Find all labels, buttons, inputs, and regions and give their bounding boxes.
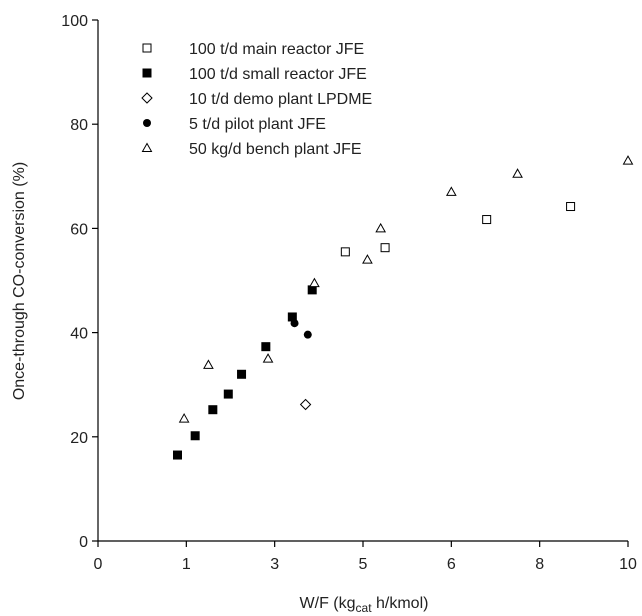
- series-triangle-open: [178, 155, 634, 423]
- y-tick-label: 60: [70, 221, 88, 238]
- data-point: [375, 222, 387, 233]
- data-point: [622, 155, 634, 165]
- series-square-open: [340, 202, 576, 257]
- y-tick-label: 100: [61, 13, 88, 30]
- data-point: [208, 405, 218, 415]
- data-point: [299, 398, 312, 411]
- data-point: [173, 450, 182, 460]
- y-tick-label: 20: [70, 430, 88, 447]
- y-tick-label: 40: [70, 326, 88, 343]
- legend-label: 100 t/d main reactor JFE: [189, 41, 364, 58]
- x-tick-label: 0: [94, 556, 103, 573]
- legend-entry: 100 t/d main reactor JFE: [142, 41, 364, 58]
- legend-marker: [142, 43, 152, 53]
- y-axis-label: Once-through CO-conversion (%): [11, 162, 28, 400]
- x-axis-label-units: h/kmol): [372, 595, 429, 612]
- x-tick-label: 8: [535, 556, 544, 573]
- series-diamond-open: [299, 398, 312, 411]
- series-circle-filled: [290, 319, 312, 339]
- data-point: [203, 359, 214, 369]
- legend-label: 5 t/d pilot plant JFE: [189, 116, 326, 133]
- data-point: [303, 330, 312, 339]
- y-tick-label: 0: [79, 534, 88, 551]
- x-axis-label-main: W/F (kg: [300, 595, 356, 612]
- data-point: [237, 369, 247, 379]
- legend-entry: 100 t/d small reactor JFE: [142, 66, 367, 83]
- data-points: [173, 155, 634, 460]
- x-axis-label: W/F (kgcat h/kmol): [300, 595, 429, 615]
- data-point: [380, 243, 390, 253]
- y-axis: 0 20 40 60 80 100: [61, 13, 98, 551]
- data-point: [482, 215, 492, 225]
- data-point: [512, 168, 523, 178]
- legend: 100 t/d main reactor JFE 100 t/d small re…: [141, 41, 372, 158]
- data-point: [340, 247, 350, 257]
- data-point: [262, 353, 274, 363]
- x-axis-label-subscript: cat: [356, 601, 373, 615]
- data-point: [362, 254, 373, 264]
- legend-entry: 5 t/d pilot plant JFE: [143, 116, 326, 133]
- data-point: [178, 413, 190, 423]
- data-point: [309, 277, 320, 288]
- series-square-filled: [173, 285, 317, 460]
- data-point: [261, 342, 271, 352]
- legend-entry: 50 kg/d bench plant JFE: [141, 141, 362, 158]
- x-tick-label: 3: [270, 556, 279, 573]
- x-tick-label: 10: [619, 556, 637, 573]
- legend-label: 10 t/d demo plant LPDME: [189, 91, 372, 108]
- x-axis: 0 1 3 5 6 8 10: [94, 541, 637, 573]
- data-point: [190, 431, 200, 441]
- legend-label: 50 kg/d bench plant JFE: [189, 141, 362, 158]
- legend-marker: [142, 68, 152, 78]
- legend-marker: [141, 142, 153, 152]
- legend-label: 100 t/d small reactor JFE: [189, 66, 367, 83]
- legend-entry: 10 t/d demo plant LPDME: [141, 91, 372, 108]
- data-point: [223, 389, 233, 399]
- data-point: [566, 202, 576, 212]
- x-tick-label: 5: [359, 556, 368, 573]
- legend-marker: [141, 92, 153, 104]
- x-tick-label: 6: [447, 556, 456, 573]
- data-point: [445, 186, 457, 196]
- data-point: [290, 319, 299, 328]
- legend-marker: [143, 119, 151, 127]
- y-tick-label: 80: [70, 117, 88, 134]
- x-tick-label: 1: [182, 556, 191, 573]
